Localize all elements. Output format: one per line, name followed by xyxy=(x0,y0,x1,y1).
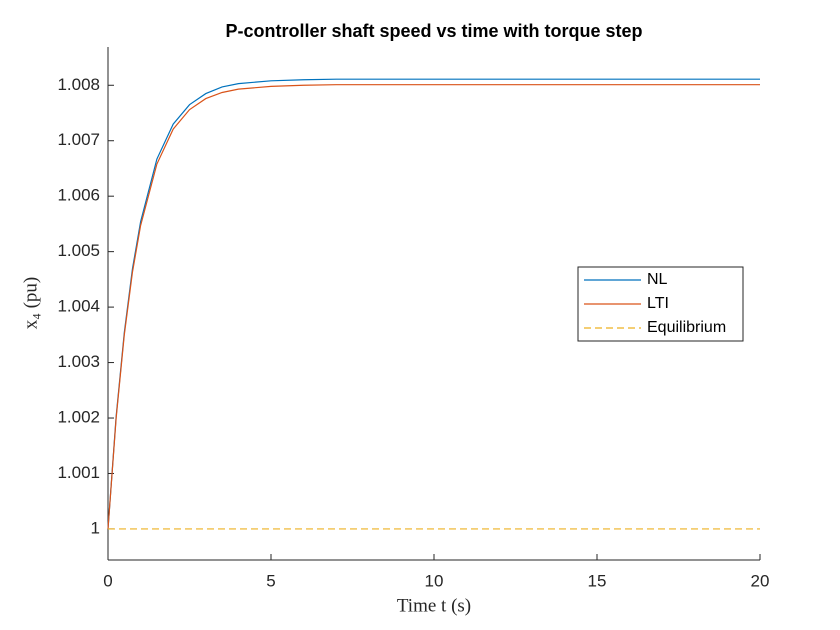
x-tick-label: 15 xyxy=(588,571,607,590)
y-tick-label: 1.003 xyxy=(57,352,100,371)
legend-label: NL xyxy=(647,271,668,288)
chart-title: P-controller shaft speed vs time with to… xyxy=(225,21,642,41)
series-line xyxy=(107,84,760,529)
y-tick-label: 1.008 xyxy=(57,75,100,94)
x-tick-label: 10 xyxy=(425,571,444,590)
y-tick-label: 1.006 xyxy=(57,186,100,205)
x-tick-label: 5 xyxy=(266,571,275,590)
y-axis-label: x₄ (pu) xyxy=(20,277,41,330)
x-tick-label: 20 xyxy=(751,571,770,590)
y-tick-label: 1.001 xyxy=(57,463,100,482)
y-tick-label: 1.002 xyxy=(57,408,100,427)
x-axis-label: Time t (s) xyxy=(397,595,471,616)
y-tick-label: 1 xyxy=(91,518,100,537)
y-tick-label: 1.005 xyxy=(57,241,100,260)
x-tick-label: 0 xyxy=(103,571,112,590)
legend-label: Equilibrium xyxy=(647,319,726,336)
y-tick-label: 1.007 xyxy=(57,130,100,149)
legend-label: LTI xyxy=(647,295,669,312)
legend: NL LTI Equilibrium xyxy=(577,266,744,342)
y-tick-label: 1.004 xyxy=(57,297,100,316)
